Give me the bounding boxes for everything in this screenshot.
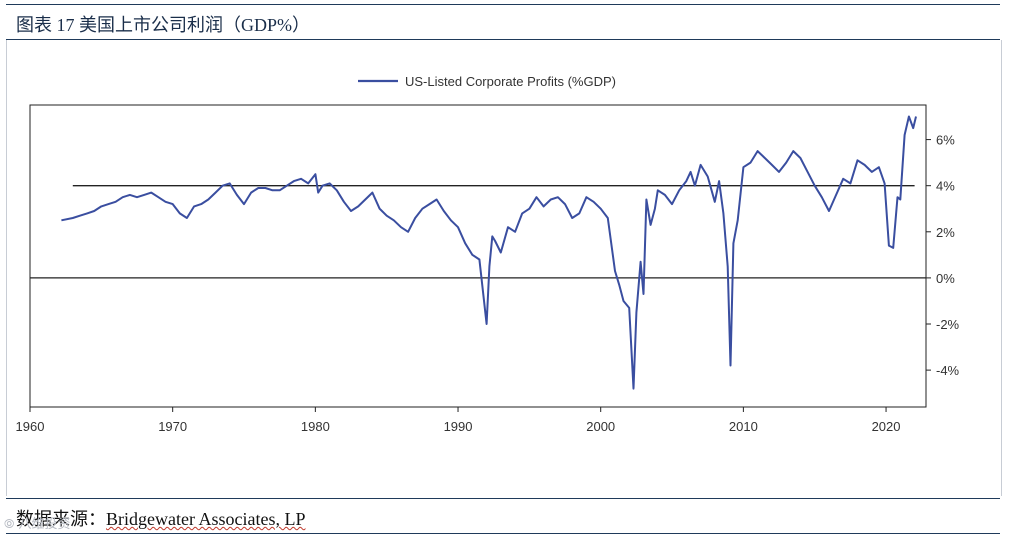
x-axis: 1960 1970 1980 1990 2000 2010 2020 — [16, 407, 901, 434]
source-label: 数据来源： — [16, 509, 106, 529]
y-tick-label: 2% — [936, 225, 955, 240]
source-note: 数据来源：Bridgewater Associates, LP — [16, 505, 305, 531]
chart: US-Listed Corporate Profits (%GDP) 1960 1… — [16, 74, 960, 434]
legend-label: US-Listed Corporate Profits (%GDP) — [405, 74, 616, 89]
chart-frame — [6, 40, 1002, 496]
y-tick-label: 4% — [936, 179, 955, 194]
reference-lines — [30, 185, 926, 279]
y-tick-label: -4% — [936, 363, 960, 378]
series-line — [61, 115, 917, 390]
series-group — [61, 115, 917, 390]
plot-area — [29, 104, 927, 408]
x-tick-label: 2010 — [729, 419, 758, 434]
figure-footer: 数据来源：Bridgewater Associates, LP — [6, 498, 1000, 534]
chart-legend: US-Listed Corporate Profits (%GDP) — [358, 74, 616, 89]
y-tick-label: 0% — [936, 271, 955, 286]
y-tick-label: 6% — [936, 133, 955, 148]
x-tick-label: 1970 — [158, 419, 187, 434]
x-tick-label: 2000 — [586, 419, 615, 434]
y-axis: -4% -2% 0% 2% 4% 6% — [926, 133, 960, 378]
x-tick-label: 1980 — [301, 419, 330, 434]
watermark: ⦾ 八维投资 — [4, 517, 71, 532]
figure-title: 图表 17 美国上市公司利润（GDP%） — [16, 15, 311, 35]
source-org: Bridgewater Associates, LP — [106, 509, 306, 529]
y-tick-label: -2% — [936, 317, 960, 332]
x-tick-label: 1990 — [444, 419, 473, 434]
x-tick-label: 1960 — [16, 419, 45, 434]
figure-header: 图表 17 美国上市公司利润（GDP%） — [6, 4, 1000, 40]
x-tick-label: 2020 — [872, 419, 901, 434]
